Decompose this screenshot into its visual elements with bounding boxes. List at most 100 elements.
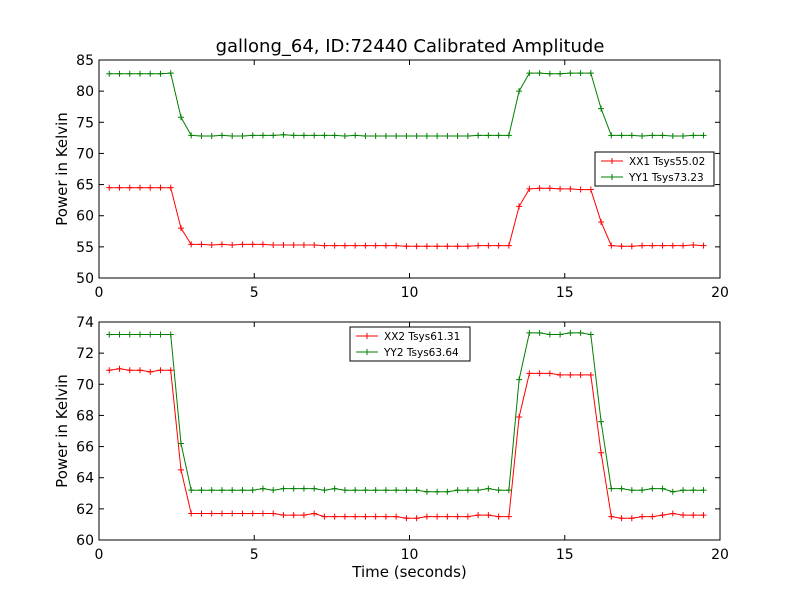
plot1-data-point bbox=[526, 70, 533, 77]
plot1-data-point bbox=[208, 241, 215, 248]
plot1-data-point bbox=[136, 70, 143, 77]
plot2-data-point bbox=[690, 512, 697, 519]
plot1-data-point bbox=[403, 132, 410, 139]
plot1-data-point bbox=[259, 241, 266, 248]
plot2-data-point bbox=[270, 487, 277, 494]
plot2-data-point bbox=[362, 487, 369, 494]
plot2-data-point bbox=[341, 513, 348, 520]
plot1-data-point bbox=[608, 132, 615, 139]
plot2-data-point bbox=[198, 487, 205, 494]
plot1-data-point bbox=[311, 241, 318, 248]
plot1-data-point bbox=[444, 243, 451, 250]
plot1-data-point bbox=[239, 241, 246, 248]
plot2-x-tick-label: 5 bbox=[250, 547, 259, 563]
plot2-data-point bbox=[136, 331, 143, 338]
plot1-data-point bbox=[659, 242, 666, 249]
plot2-legend-marker bbox=[364, 333, 370, 339]
plot1-data-point bbox=[516, 203, 523, 210]
plot2-data-point bbox=[669, 488, 676, 495]
plot2-data-point bbox=[352, 487, 359, 494]
plot1-data-point bbox=[218, 132, 225, 139]
plot1-legend-box bbox=[594, 151, 715, 187]
plot1-data-point bbox=[136, 184, 143, 191]
plot2-data-point bbox=[577, 371, 584, 378]
plot1-data-point bbox=[311, 132, 318, 139]
plot2-data-point bbox=[280, 512, 287, 519]
plot2-data-point bbox=[300, 485, 307, 492]
plot2-data-point bbox=[270, 510, 277, 517]
plot1-data-point bbox=[628, 243, 635, 250]
plot1-data-point bbox=[341, 242, 348, 249]
plot2-data-point bbox=[239, 510, 246, 517]
chart-title: gallong_64, ID:72440 Calibrated Amplitud… bbox=[216, 36, 605, 57]
plot2-data-point bbox=[177, 440, 184, 447]
plot2-data-point bbox=[598, 418, 605, 425]
plot2-x-tick-label: 20 bbox=[711, 547, 729, 563]
plot2-data-point bbox=[403, 515, 410, 522]
plot2-data-point bbox=[536, 329, 543, 336]
plot1-data-point bbox=[475, 132, 482, 139]
plot1-data-point bbox=[249, 241, 256, 248]
plot1-data-point bbox=[126, 70, 133, 77]
plot2-series-1 bbox=[106, 365, 707, 522]
plot1-data-point bbox=[669, 242, 676, 249]
plot1-data-point bbox=[290, 241, 297, 248]
plot1-data-point bbox=[434, 132, 441, 139]
plot2-legend: XX2 Tsys61.31 YY2 Tsys63.64 bbox=[349, 326, 471, 362]
plot1-data-point bbox=[659, 132, 666, 139]
plot2-data-point bbox=[290, 485, 297, 492]
plot1-data-point bbox=[352, 132, 359, 139]
plot1-data-point bbox=[106, 184, 113, 191]
plot1-data-point bbox=[495, 132, 502, 139]
plot2-data-point bbox=[423, 513, 430, 520]
plot1-data-point bbox=[680, 242, 687, 249]
plot1-data-point bbox=[413, 243, 420, 250]
plot2-y-tick-label: 60 bbox=[76, 533, 94, 549]
plot1-data-point bbox=[372, 242, 379, 249]
plot1-data-point bbox=[618, 132, 625, 139]
plot1-y-tick-label: 85 bbox=[76, 53, 94, 69]
plot2-data-point bbox=[659, 512, 666, 519]
plot2-data-point bbox=[526, 370, 533, 377]
plot1-data-point bbox=[423, 132, 430, 139]
plot1-x-tick-label: 5 bbox=[250, 285, 259, 301]
plot1-y-tick-label: 75 bbox=[76, 115, 94, 131]
plot1-data-point bbox=[505, 132, 512, 139]
plot2-data-point bbox=[116, 365, 123, 372]
plot2-data-point bbox=[587, 371, 594, 378]
plot1-data-point bbox=[270, 132, 277, 139]
plot1-y-tick-label: 65 bbox=[76, 178, 94, 194]
plot1-y-tick-label: 55 bbox=[76, 240, 94, 256]
plot2-data-point bbox=[188, 487, 195, 494]
plot2-data-point bbox=[639, 487, 646, 494]
plot1-data-point bbox=[280, 241, 287, 248]
plot2-data-point bbox=[567, 371, 574, 378]
plot2-data-point bbox=[362, 513, 369, 520]
plot2-data-point bbox=[669, 510, 676, 517]
plot2-data-point bbox=[434, 513, 441, 520]
plot2-data-point bbox=[536, 370, 543, 377]
plot2-data-point bbox=[403, 487, 410, 494]
plot2-data-point bbox=[423, 488, 430, 495]
bottom-subplot: 0 5 10 15 20 60 62 64 66 68 70 72 74 Power in Kelvin T… bbox=[53, 315, 729, 581]
plot2-legend-marker bbox=[364, 349, 370, 355]
plot1-data-point bbox=[577, 70, 584, 77]
plot1-data-point bbox=[362, 132, 369, 139]
plot1-data-point bbox=[505, 242, 512, 249]
plot1-data-point bbox=[587, 186, 594, 193]
plot2-data-point bbox=[639, 513, 646, 520]
plot1-data-point bbox=[106, 70, 113, 77]
plot1-data-point bbox=[567, 70, 574, 77]
plot1-data-point bbox=[362, 242, 369, 249]
plot1-data-point bbox=[393, 242, 400, 249]
plot2-x-tick-label: 0 bbox=[95, 547, 104, 563]
plot1-data-point bbox=[188, 241, 195, 248]
plot2-data-point bbox=[464, 487, 471, 494]
plot2-data-point bbox=[167, 331, 174, 338]
plot2-data-point bbox=[628, 487, 635, 494]
plot1-data-point bbox=[321, 242, 328, 249]
plot1-data-point bbox=[372, 132, 379, 139]
plot1-data-point bbox=[341, 132, 348, 139]
plot1-data-point bbox=[280, 131, 287, 138]
